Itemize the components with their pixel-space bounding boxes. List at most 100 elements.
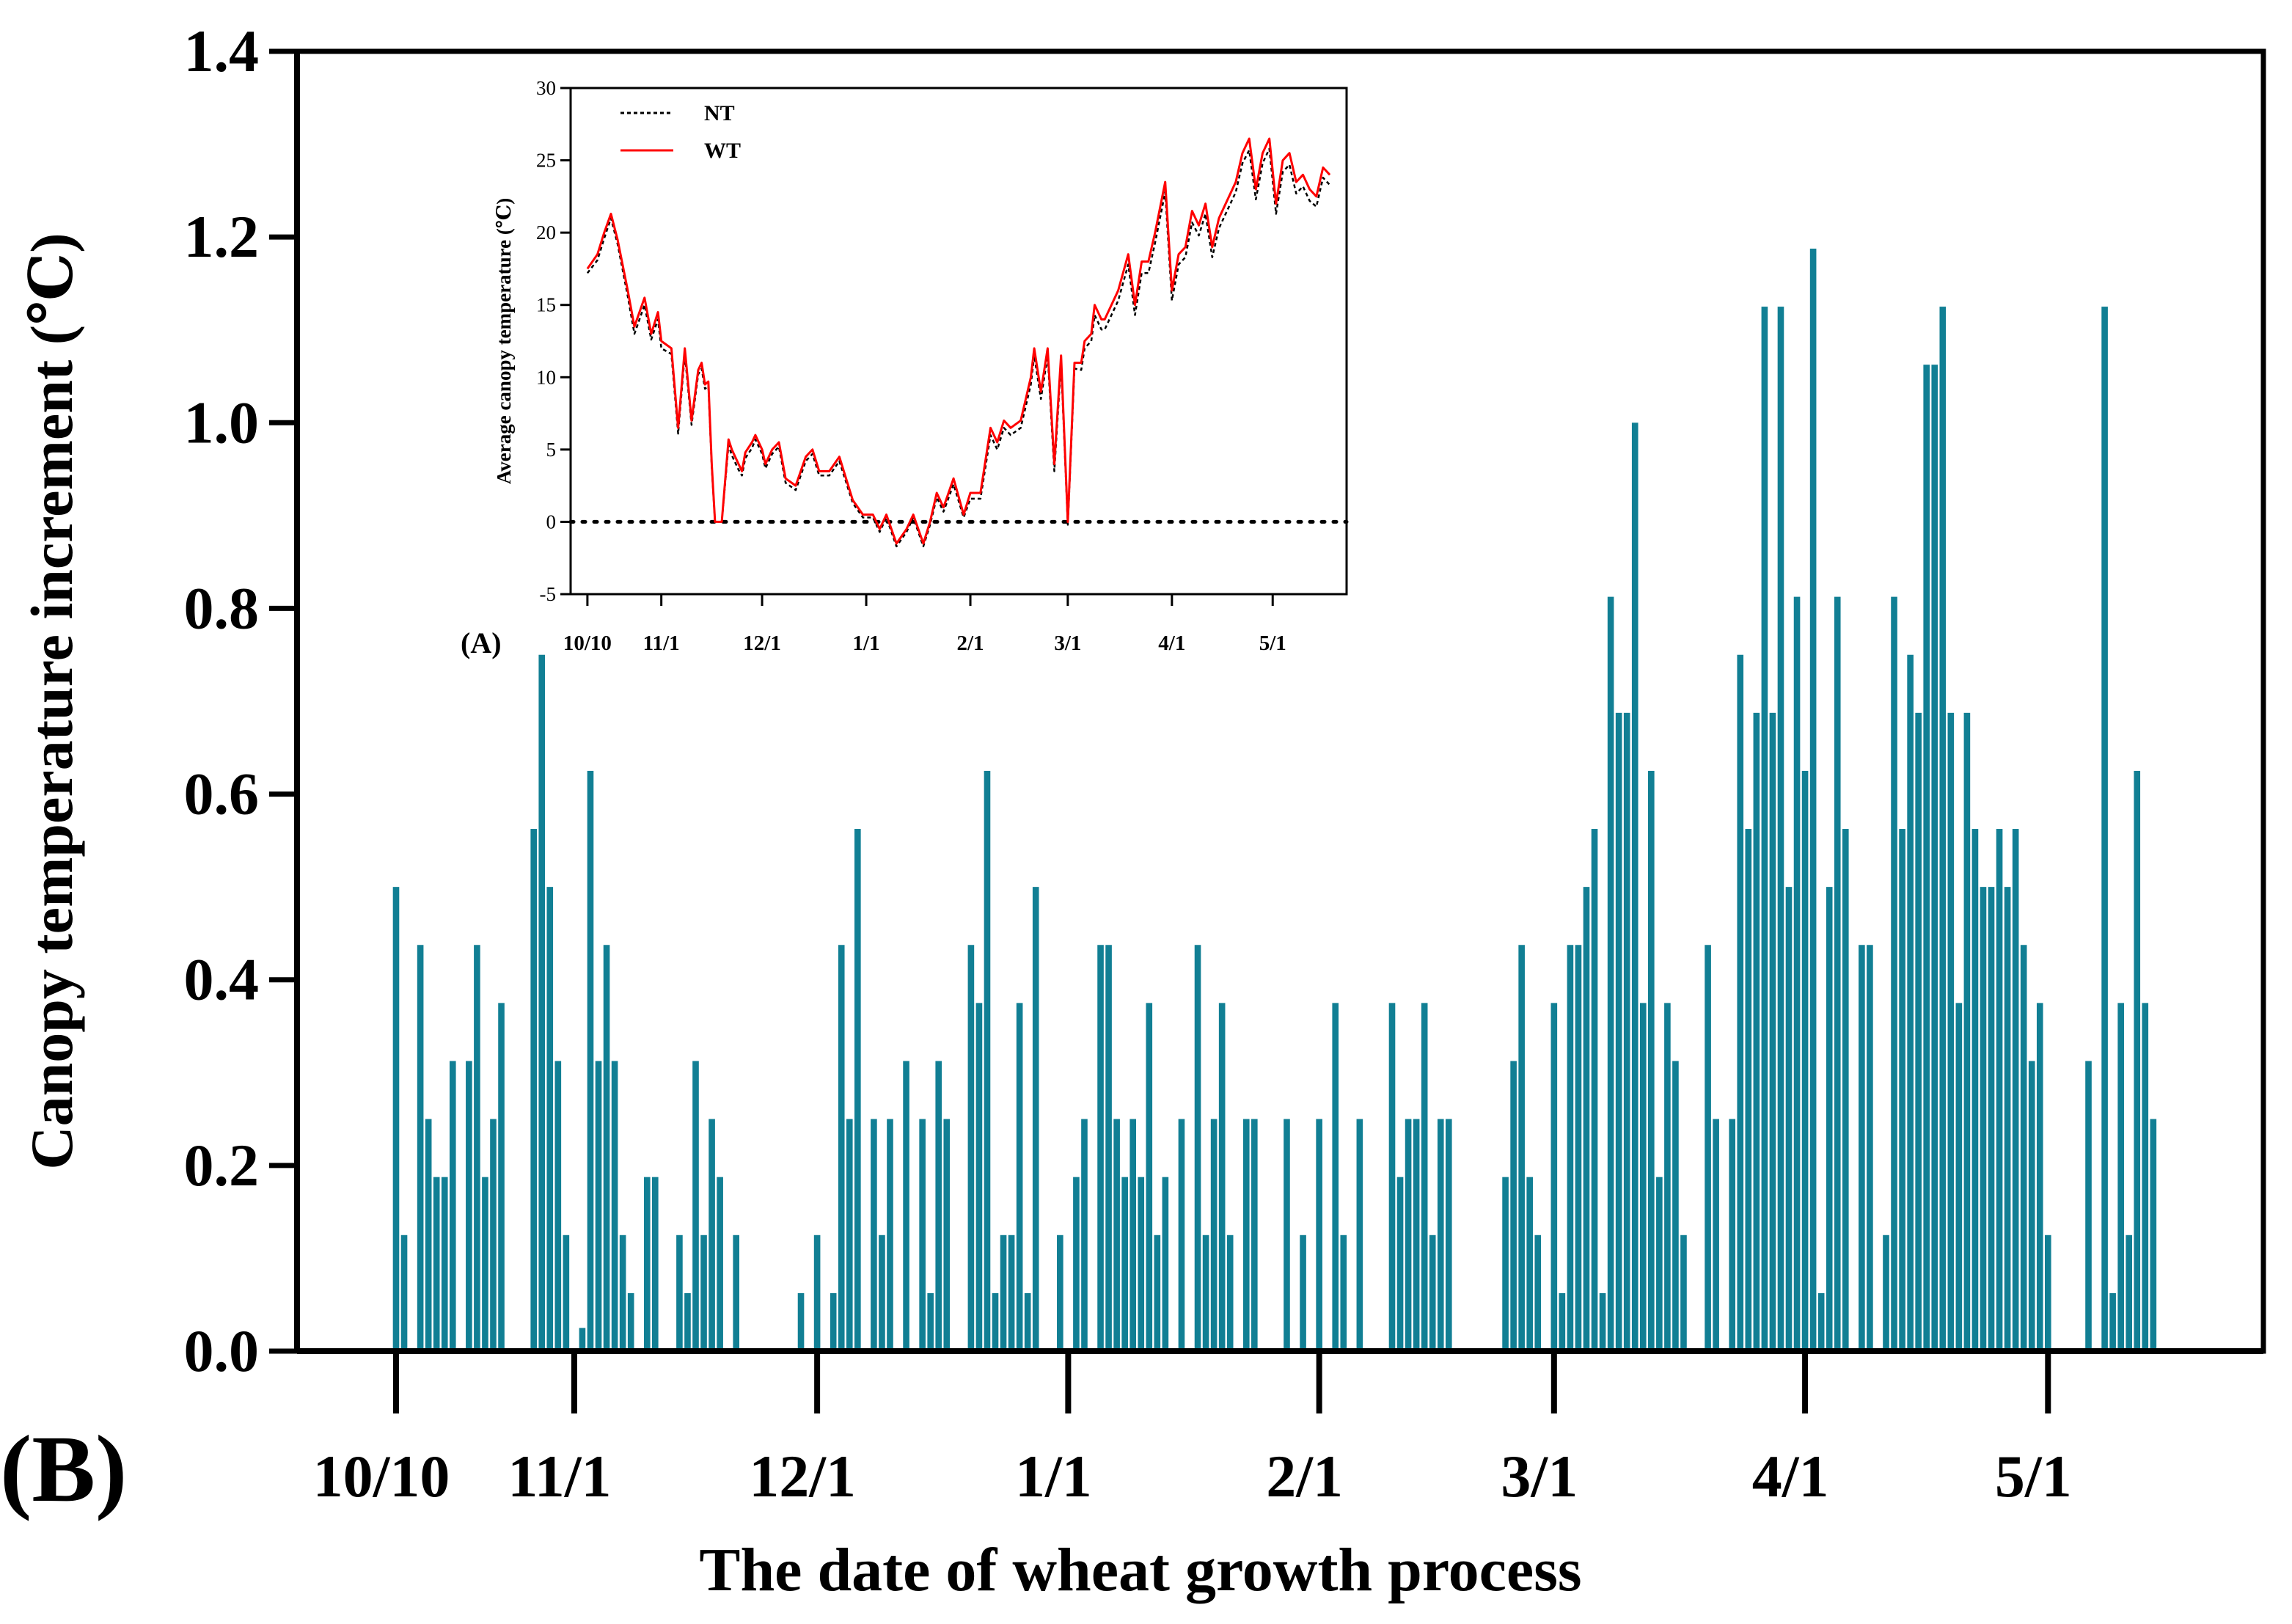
bar [1891,596,1897,1351]
bar [1842,829,1849,1351]
y-tick-label: 1.2 [184,203,260,270]
bar [1656,1177,1663,1351]
bar [1024,1292,1031,1351]
bar [1445,1119,1452,1351]
inset-y-tick-label: 0 [546,511,557,533]
bar [1129,1119,1137,1351]
bar [1599,1292,1606,1351]
inset-x-tick-label: 11/1 [643,632,680,655]
bar [474,945,480,1351]
bar [1154,1235,1161,1351]
bar [830,1292,837,1351]
bar [579,1328,586,1351]
inset-x-tick-label: 12/1 [743,632,781,655]
bar [1210,1119,1218,1351]
bar [700,1235,707,1351]
bar [2134,770,2141,1351]
x-tick-label: 10/10 [313,1443,450,1510]
bar [619,1235,626,1351]
bar [943,1119,951,1351]
inset-y-tick-label: 20 [536,222,556,244]
legend-wt-label: WT [704,139,741,163]
bar [2045,1235,2051,1351]
bar [1939,307,1947,1351]
bar [1988,887,1995,1351]
bar [563,1235,570,1351]
bar [1745,829,1752,1351]
bar [1251,1119,1258,1351]
bar [2109,1292,2116,1351]
bar [1648,770,1655,1351]
bar [1405,1119,1412,1351]
bar [595,1061,602,1351]
bar [1218,1003,1226,1351]
bar [441,1177,448,1351]
bar [854,829,861,1351]
bar [1923,365,1930,1352]
inset-x-tick-label: 5/1 [1259,632,1286,655]
bar [1761,307,1768,1351]
bar [400,1235,408,1351]
bar [797,1292,805,1351]
bar [2126,1235,2133,1351]
bar [1769,712,1776,1351]
bar [692,1061,699,1351]
inset-x-tick-label: 10/10 [563,632,612,655]
bar [2101,307,2108,1351]
bar [2020,945,2027,1351]
bar [879,1235,885,1351]
bar [627,1292,634,1351]
bar [611,1061,618,1351]
y-tick-label: 0.6 [184,761,260,827]
bar [1437,1119,1444,1351]
y-tick-label: 0.4 [184,946,260,1013]
inset-x-tick-label: 1/1 [853,632,880,655]
bar [1057,1235,1063,1351]
bar [1510,1061,1517,1351]
bar [1008,1235,1015,1351]
bar [1817,1292,1825,1351]
bar [417,945,424,1351]
bar [1947,712,1955,1351]
bar [1340,1235,1347,1351]
bar [1615,712,1622,1351]
bar [554,1061,562,1351]
inset-x-axis-ticks: 10/10 11/1 12/1 1/1 2/1 3/1 4/1 5/1 [563,594,1286,655]
bar [1550,1003,1558,1351]
bar [846,1119,853,1351]
bar [2036,1003,2043,1351]
bar [1316,1119,1322,1351]
inset-y-tick-label: 30 [536,77,556,99]
panel-label-b: (B) [0,1416,127,1522]
bar [903,1061,909,1351]
y-tick-label: 1.0 [184,389,260,456]
bar [1138,1177,1145,1351]
bar [1591,829,1598,1351]
bar [603,945,610,1351]
bar [887,1119,893,1351]
inset-line-chart-a: -5 0 5 10 15 20 25 30 10/10 11/1 12/1 1/1 2/1 3/1 4/1… [461,77,1349,659]
bar [1032,887,1039,1351]
bar [1826,887,1833,1351]
bar [1396,1177,1404,1351]
bar [992,1292,999,1351]
y-tick-label: 1.4 [184,18,260,84]
inset-background [571,88,1347,594]
panel-label-a: (A) [461,626,502,659]
bar [1073,1177,1080,1351]
bar [392,887,400,1351]
bar [1859,945,1865,1351]
bar [1534,1235,1542,1351]
inset-y-axis-ticks: -5 0 5 10 15 20 25 30 [536,77,571,605]
bar [975,1003,983,1351]
bar [733,1235,740,1351]
bar [2117,1003,2124,1351]
bar [1867,945,1873,1351]
bar [425,1119,432,1351]
bar [1518,945,1525,1351]
bar [1097,945,1104,1351]
bar [1388,1003,1396,1351]
bar [1801,770,1809,1351]
bar [1559,1292,1566,1351]
